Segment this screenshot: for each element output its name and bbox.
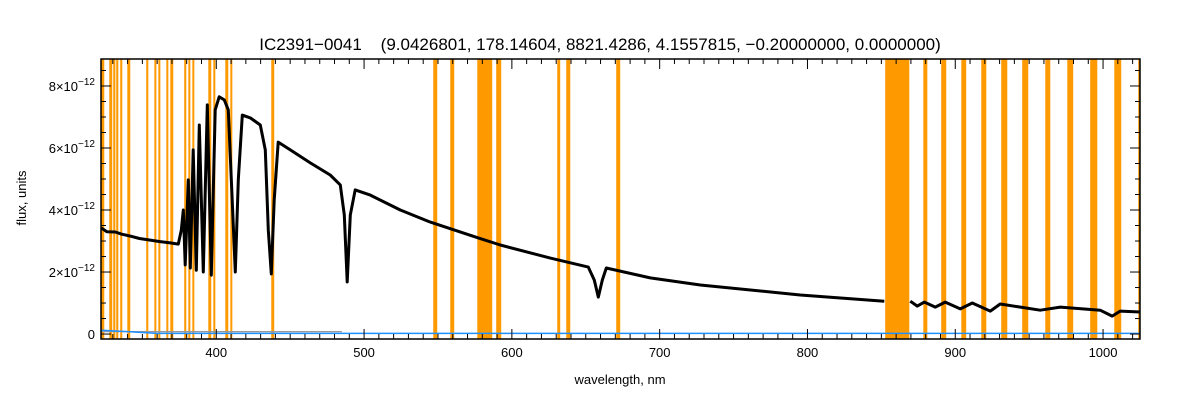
y-tick-mantissa: 0 [88, 327, 95, 342]
y-tick-label: 6×10−12 [49, 139, 96, 156]
y-tick-mantissa: 6×10 [49, 141, 78, 156]
series-layer [100, 95, 1141, 335]
masked-region-band [923, 59, 928, 339]
masked-region-band [1067, 59, 1074, 339]
y-tick-label: 4×10−12 [49, 201, 96, 218]
masked-region-band [433, 59, 438, 339]
masked-region-band [113, 59, 116, 339]
x-tick-label: 400 [205, 345, 227, 360]
x-tick-label: 1000 [1089, 345, 1118, 360]
masked-region-band [127, 59, 131, 339]
masked-region-band [184, 59, 187, 339]
error-line [101, 329, 1140, 335]
x-tick-label: 500 [353, 345, 375, 360]
axes: 400 500 600 700 800 900 100002×10−124×10−126×1… [49, 58, 1141, 360]
masked-region-band [120, 59, 123, 339]
masked-region-band [1045, 59, 1051, 339]
x-axis-label: wavelength, nm [573, 372, 665, 387]
masked-region-band [885, 59, 910, 339]
y-tick-exponent: −12 [78, 201, 95, 212]
masked-region-band [116, 59, 119, 339]
masked-region-band [941, 59, 947, 339]
y-tick-exponent: −12 [78, 139, 95, 150]
masked-region-band [109, 59, 113, 339]
masked-region-band [961, 59, 967, 339]
masked-region-band [158, 59, 161, 339]
y-tick-label: 8×10−12 [49, 77, 96, 94]
y-tick-exponent: −12 [78, 77, 95, 88]
masked-region-band [557, 59, 561, 339]
masked-region-band [616, 59, 621, 339]
y-axis-label: flux, units [14, 170, 29, 225]
x-tick-label: 700 [649, 345, 671, 360]
flux-spectrum-line [909, 299, 1141, 318]
masked-region-band [271, 59, 275, 339]
chart-title: IC2391−0041 (9.0426801, 178.14604, 8821.… [259, 35, 941, 54]
masked-region-band [981, 59, 987, 339]
masked-region-band [170, 59, 174, 339]
masked-region-band [1022, 59, 1029, 339]
plot-frame [100, 58, 1141, 340]
y-tick-mantissa: 8×10 [49, 79, 78, 94]
masked-region-band [101, 59, 105, 339]
masked-region-band [154, 59, 157, 339]
masked-region-band [1138, 59, 1141, 339]
masked-region-band [1001, 59, 1008, 339]
y-tick-label: 2×10−12 [49, 263, 96, 280]
masked-region-band [166, 59, 169, 339]
y-tick-exponent: −12 [78, 263, 95, 274]
masked-region-band [566, 59, 571, 339]
x-tick-label: 600 [501, 345, 523, 360]
x-tick-label: 800 [797, 345, 819, 360]
masked-regions [101, 59, 1141, 339]
masked-region-band [1090, 59, 1098, 339]
x-tick-label: 900 [944, 345, 966, 360]
y-tick-mantissa: 2×10 [49, 265, 78, 280]
masked-region-band [477, 59, 493, 339]
masked-region-band [146, 59, 149, 339]
masked-region-band [225, 59, 229, 339]
masked-region-band [450, 59, 455, 339]
flux-spectrum-line [100, 95, 885, 303]
y-tick-label: 0 [88, 327, 95, 342]
y-tick-mantissa: 4×10 [49, 203, 78, 218]
masked-region-band [1114, 59, 1122, 339]
masked-region-band [496, 59, 502, 339]
